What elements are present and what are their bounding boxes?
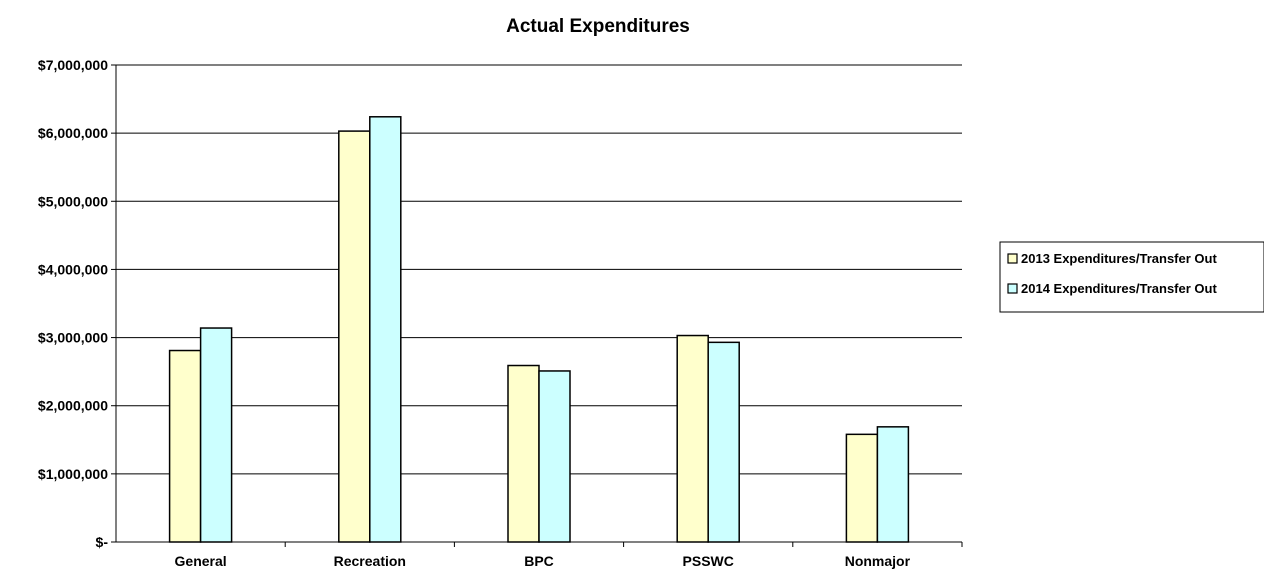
y-tick-label: $1,000,000 — [38, 466, 108, 482]
legend-label: 2013 Expenditures/Transfer Out — [1021, 251, 1217, 266]
axes — [111, 64, 963, 547]
chart-title: Actual Expenditures — [506, 16, 690, 37]
legend-swatch — [1007, 253, 1018, 264]
gridlines — [116, 64, 962, 475]
bar-2014-psswc — [707, 341, 740, 543]
y-tick-label: $2,000,000 — [38, 398, 108, 414]
bar-2014-general — [199, 327, 233, 543]
y-tick-label: $5,000,000 — [38, 193, 108, 209]
x-tick-label: Nonmajor — [845, 553, 911, 569]
x-tick-label: BPC — [524, 553, 554, 569]
bar-2013-recreation — [338, 130, 371, 543]
bar-2014-bpc — [538, 370, 571, 543]
x-tick-label: Recreation — [334, 553, 406, 569]
y-tick-label: $4,000,000 — [38, 261, 108, 277]
bar-2014-recreation — [369, 116, 402, 543]
legend: 2013 Expenditures/Transfer Out 2014 Expen… — [999, 241, 1264, 313]
y-tick-labels: $- $1,000,000 $2,000,000 $3,000,000 $4,000,0… — [38, 57, 108, 550]
legend-box — [999, 241, 1264, 313]
x-tick-label: PSSWC — [683, 553, 734, 569]
x-tick-labels: General Recreation BPC PSSWC Nonmajor — [175, 553, 911, 569]
y-tick-label: $3,000,000 — [38, 330, 108, 346]
y-tick-label: $6,000,000 — [38, 125, 108, 141]
y-tick-label: $7,000,000 — [38, 57, 108, 73]
legend-label: 2014 Expenditures/Transfer Out — [1021, 281, 1217, 296]
bar-2013-general — [168, 349, 202, 543]
legend-swatch — [1007, 283, 1018, 294]
x-tick-label: General — [175, 553, 227, 569]
bar-2014-nonmajor — [876, 426, 910, 543]
bar-2013-bpc — [507, 364, 540, 543]
y-tick-label: $- — [96, 534, 109, 550]
bar-2013-nonmajor — [845, 433, 879, 543]
bar-2013-psswc — [676, 334, 709, 543]
bars — [168, 116, 910, 543]
